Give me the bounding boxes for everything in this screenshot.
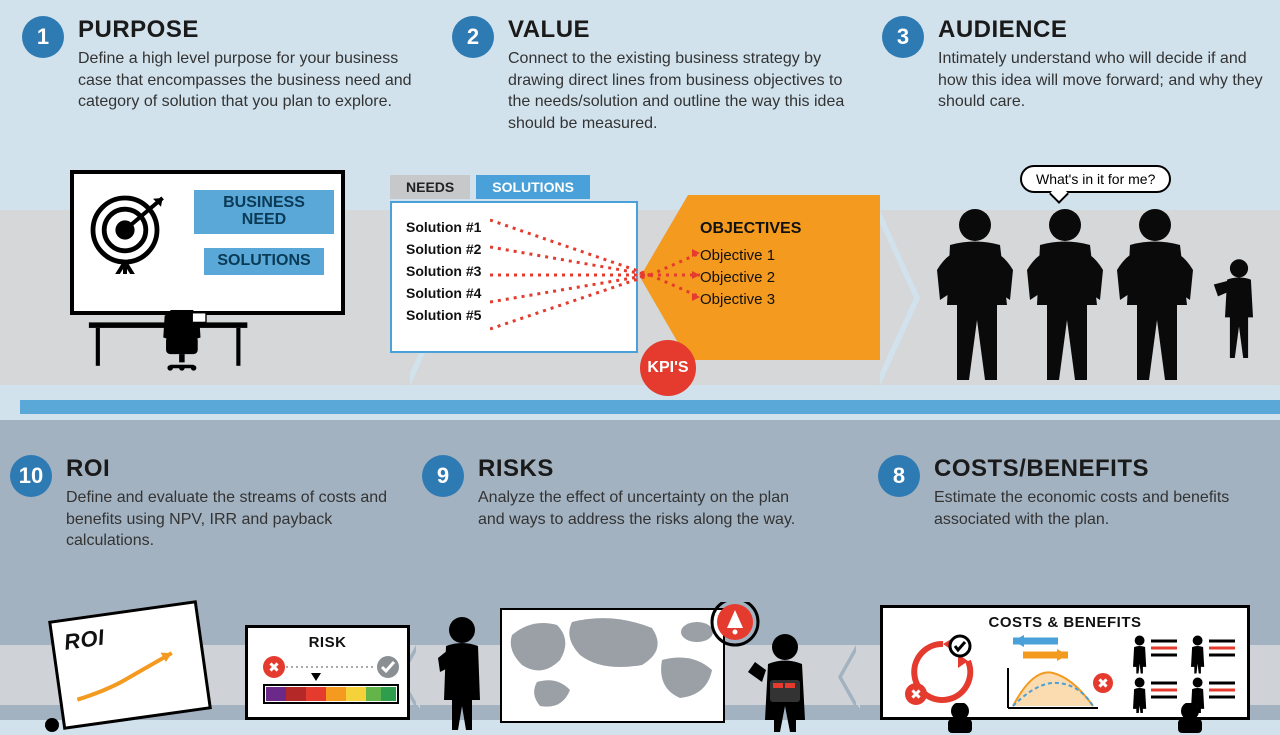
step-desc: Estimate the economic costs and benefits… — [934, 487, 1274, 530]
step-title: PURPOSE — [78, 16, 437, 44]
step-badge: 10 — [10, 455, 52, 497]
easel-leg-icon — [40, 695, 80, 735]
step-1: 1 PURPOSE Define a high level purpose for … — [22, 16, 437, 113]
solution-row: Solution #4 — [406, 285, 622, 301]
target-icon — [89, 194, 169, 274]
solutions-tag: SOLUTIONS — [204, 248, 324, 275]
step-desc: Connect to the existing business strateg… — [508, 48, 848, 134]
step-badge: 8 — [878, 455, 920, 497]
cb-reviewers-icon — [930, 703, 1230, 733]
step-title: VALUE — [508, 16, 867, 44]
cb-panel-label: COSTS & BENEFITS — [893, 614, 1237, 631]
step-10: 10 ROI Define and evaluate the streams of … — [10, 455, 425, 552]
step-badge: 1 — [22, 16, 64, 58]
objective-item: Objective 3 — [700, 289, 775, 311]
risk-presenter-icon — [430, 610, 490, 730]
roi-illustration: ROI RISK — [25, 615, 405, 725]
alert-speaker-icon — [700, 602, 840, 732]
solution-row: Solution #1 — [406, 219, 622, 235]
objectives-title: OBJECTIVES — [700, 220, 801, 238]
solution-row: Solution #2 — [406, 241, 622, 257]
step-9: 9 RISKS Analyze the effect of uncertainty … — [422, 455, 837, 530]
audience-illustration: What's in it for me? — [925, 165, 1275, 385]
world-map-icon — [502, 610, 723, 721]
step-title: COSTS/BENEFITS — [934, 455, 1280, 483]
people-icon — [925, 165, 1275, 385]
desk-person-icon — [50, 310, 300, 372]
kpi-badge: KPI'S — [640, 340, 696, 396]
risk-gauge-icon — [256, 651, 406, 711]
step-title: RISKS — [478, 455, 837, 483]
objective-item: Objective 1 — [700, 245, 775, 267]
step-8: 8 COSTS/BENEFITS Estimate the economic cos… — [878, 455, 1280, 530]
solutions-panel: Solution #1 Solution #2 Solution #3 Solu… — [390, 201, 638, 353]
value-tabs: NEEDS SOLUTIONS — [390, 175, 590, 199]
objective-item: Objective 2 — [700, 267, 775, 289]
tab-solutions: SOLUTIONS — [476, 175, 590, 199]
cb-diagram-icon — [893, 631, 1243, 713]
objectives-list: Objective 1 Objective 2 Objective 3 — [700, 245, 775, 310]
step-desc: Analyze the effect of uncertainty on the… — [478, 487, 818, 530]
speech-bubble: What's in it for me? — [1020, 165, 1171, 193]
risk-panel-label: RISK — [256, 634, 399, 651]
value-illustration: NEEDS SOLUTIONS Solution #1 Solution #2 … — [390, 175, 890, 385]
step-desc: Intimately understand who will decide if… — [938, 48, 1278, 113]
purpose-illustration: BUSINESS NEED SOLUTIONS — [50, 170, 380, 380]
tab-needs: NEEDS — [390, 175, 470, 199]
step-title: AUDIENCE — [938, 16, 1280, 44]
costs-benefits-illustration: COSTS & BENEFITS — [870, 615, 1260, 725]
step-badge: 2 — [452, 16, 494, 58]
risks-illustration — [430, 620, 850, 720]
step-badge: 3 — [882, 16, 924, 58]
step-2: 2 VALUE Connect to the existing business s… — [452, 16, 867, 134]
whiteboard: BUSINESS NEED SOLUTIONS — [70, 170, 345, 315]
step-desc: Define a high level purpose for your bus… — [78, 48, 418, 113]
divider-bar — [20, 400, 1280, 414]
step-badge: 9 — [422, 455, 464, 497]
step-desc: Define and evaluate the streams of costs… — [66, 487, 406, 552]
solution-row: Solution #5 — [406, 307, 622, 323]
step-title: ROI — [66, 455, 425, 483]
solution-row: Solution #3 — [406, 263, 622, 279]
business-need-tag: BUSINESS NEED — [194, 190, 334, 234]
step-3: 3 AUDIENCE Intimately understand who will … — [882, 16, 1280, 113]
